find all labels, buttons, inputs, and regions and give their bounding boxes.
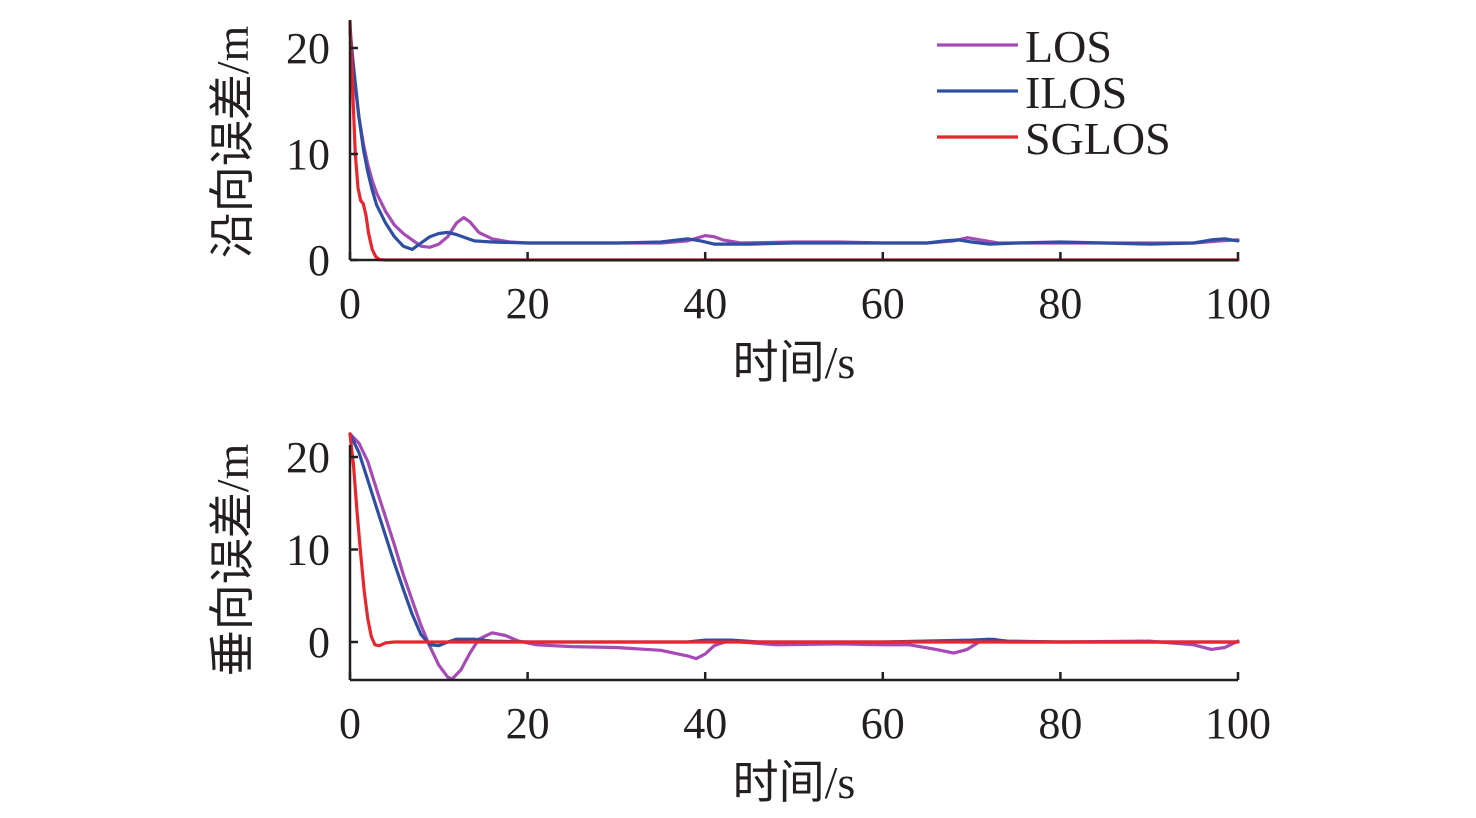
bottom-x-tick-label: 0 xyxy=(339,699,361,748)
bottom-y-tick-label: 20 xyxy=(286,433,330,482)
bottom-x-tick-label: 20 xyxy=(506,699,550,748)
bottom-series-sglos xyxy=(348,432,1240,648)
bottom-x-tick-label: 100 xyxy=(1205,699,1271,748)
bottom-y-tick-label: 0 xyxy=(308,618,330,667)
bottom-x-tick-label: 60 xyxy=(861,699,905,748)
bottom-y-tick-label: 10 xyxy=(286,526,330,575)
top-ticks-group: 0 20 40 60 80 100 0 10 20 xyxy=(286,24,1271,328)
legend-label-ilos: ILOS xyxy=(1025,67,1127,118)
top-y-tick-label: 20 xyxy=(286,24,330,73)
bottom-series-group xyxy=(348,432,1240,681)
bottom-x-tick-label: 80 xyxy=(1038,699,1082,748)
top-x-tick-label: 80 xyxy=(1038,279,1082,328)
top-x-tick-label: 60 xyxy=(861,279,905,328)
top-series-ilos xyxy=(348,30,1240,251)
bottom-y-axis-label: 垂向误差/m xyxy=(207,444,258,677)
bottom-ticks-group: 0 20 40 60 80 100 0 10 20 xyxy=(286,433,1271,748)
top-panel: 0 20 40 60 80 100 0 10 20 时间/s 沿向误差/m LOS ILOS S… xyxy=(207,19,1271,388)
bottom-x-axis-label: 时间/s xyxy=(733,757,856,808)
bottom-x-tick-label: 40 xyxy=(683,699,727,748)
bottom-series-ilos xyxy=(348,432,1240,648)
legend-label-los: LOS xyxy=(1025,21,1112,72)
legend-label-sglos: SGLOS xyxy=(1025,113,1171,164)
top-y-tick-label: 10 xyxy=(286,130,330,179)
bottom-panel: 0 20 40 60 80 100 0 10 20 时间/s 垂向误差/m xyxy=(207,432,1271,808)
legend: LOS ILOS SGLOS xyxy=(937,21,1171,164)
top-x-tick-label: 100 xyxy=(1205,279,1271,328)
top-y-tick-label: 0 xyxy=(308,236,330,285)
top-y-axis-label: 沿向误差/m xyxy=(207,26,258,259)
top-x-tick-label: 40 xyxy=(683,279,727,328)
top-x-tick-label: 20 xyxy=(506,279,550,328)
top-x-axis-label: 时间/s xyxy=(733,337,856,388)
top-x-tick-label: 0 xyxy=(339,279,361,328)
